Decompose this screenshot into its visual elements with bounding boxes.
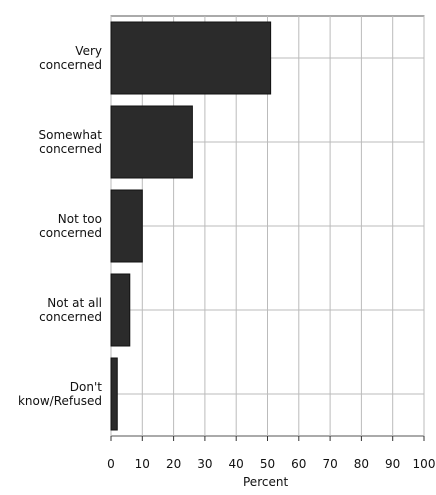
bars xyxy=(110,21,424,431)
bar xyxy=(110,105,193,179)
x-tick-label: 60 xyxy=(291,457,306,471)
bar xyxy=(110,357,118,431)
x-tick-label: 0 xyxy=(107,457,115,471)
x-tick-label: 30 xyxy=(197,457,212,471)
x-tick-label: 10 xyxy=(135,457,150,471)
category-label: Don't know/Refused xyxy=(17,380,102,408)
bar xyxy=(110,189,143,263)
category-label: Not at all concerned xyxy=(39,296,102,324)
x-tick-label: 50 xyxy=(260,457,275,471)
x-tick-label: 20 xyxy=(166,457,181,471)
bar xyxy=(110,21,272,95)
x-tick-label: 100 xyxy=(413,457,436,471)
x-tick-label: 70 xyxy=(322,457,337,471)
x-tick-label: 90 xyxy=(385,457,400,471)
x-tick-label: 40 xyxy=(229,457,244,471)
category-label: Not too concerned xyxy=(39,212,102,240)
category-label: Somewhat concerned xyxy=(38,128,102,156)
category-label: Very concerned xyxy=(39,44,102,72)
bar xyxy=(110,273,131,347)
x-tick-label: 80 xyxy=(354,457,369,471)
x-axis-title: Percent xyxy=(243,475,289,489)
x-ticks: 0 10 20 30 40 50 60 70 80 90 100 xyxy=(107,436,435,471)
